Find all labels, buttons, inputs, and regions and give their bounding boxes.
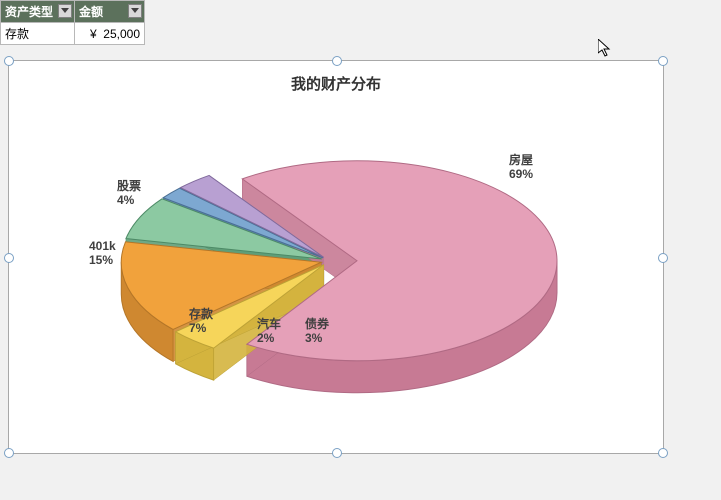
- slice-percent: 15%: [89, 253, 113, 267]
- slice-label-房屋: 房屋69%: [509, 153, 533, 182]
- filter-dropdown-icon[interactable]: [128, 4, 142, 18]
- chart-container[interactable]: 我的财产分布 房屋69%股票4%401k15%存款7%汽车2%债券3%: [8, 60, 664, 454]
- slice-name: 房屋: [509, 153, 533, 167]
- slice-name: 401k: [89, 239, 116, 253]
- slice-name: 存款: [189, 307, 213, 321]
- mouse-cursor-icon: [598, 39, 614, 59]
- cell-amount[interactable]: ¥ 25,000: [75, 23, 145, 45]
- slice-label-401k: 401k15%: [89, 239, 116, 268]
- slice-percent: 3%: [305, 331, 322, 345]
- header-asset-type[interactable]: 资产类型: [1, 1, 75, 23]
- slice-name: 汽车: [257, 317, 281, 331]
- header-amount-label: 金额: [79, 5, 103, 19]
- slice-label-债券: 债券3%: [305, 317, 329, 346]
- header-asset-type-label: 资产类型: [5, 5, 53, 19]
- slice-label-存款: 存款7%: [189, 307, 213, 336]
- slice-percent: 4%: [117, 193, 134, 207]
- slice-percent: 7%: [189, 321, 206, 335]
- slice-label-汽车: 汽车2%: [257, 317, 281, 346]
- currency-symbol: ¥: [90, 27, 97, 41]
- slice-percent: 2%: [257, 331, 274, 345]
- spreadsheet-fragment: 资产类型 金额 存款 ¥ 25,000: [0, 0, 145, 45]
- filter-dropdown-icon[interactable]: [58, 4, 72, 18]
- slice-percent: 69%: [509, 167, 533, 181]
- slice-name: 股票: [117, 179, 141, 193]
- slice-label-股票: 股票4%: [117, 179, 141, 208]
- cell-asset-type[interactable]: 存款: [1, 23, 75, 45]
- header-amount[interactable]: 金额: [75, 1, 145, 23]
- amount-value: 25,000: [103, 27, 140, 41]
- slice-name: 债券: [305, 317, 329, 331]
